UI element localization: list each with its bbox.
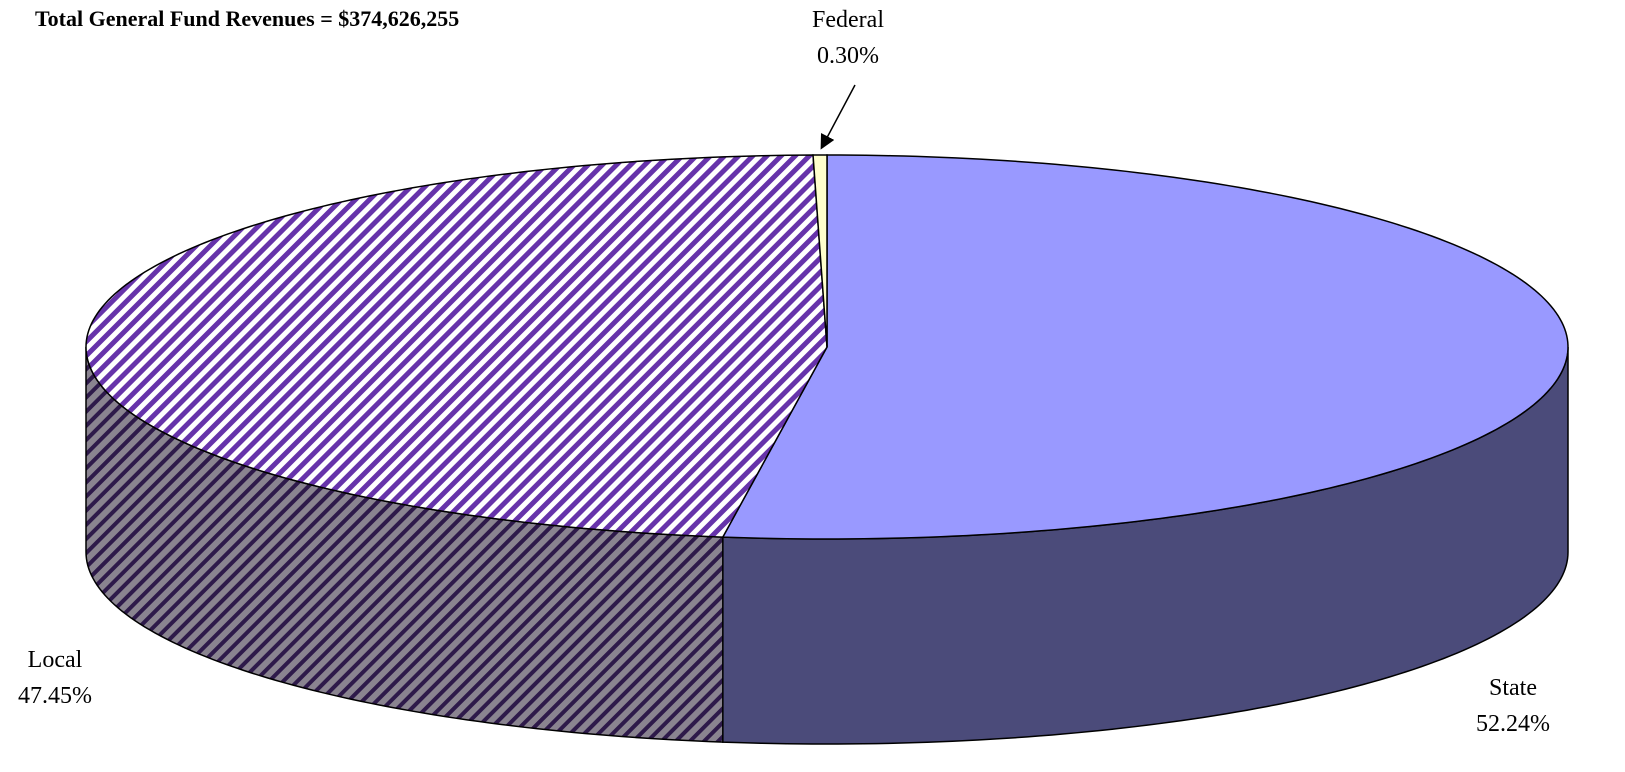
pie-slice [721,154,1569,540]
slice-value-label: 52.24% [1476,711,1550,737]
pie-slice [85,154,828,538]
slice-value-label: 0.30% [817,43,879,69]
pie-tops [85,154,1569,540]
chart-title: Total General Fund Revenues = $374,626,2… [35,6,459,31]
slice-label: Federal [812,7,884,33]
pie-labels: State 52.24% Local 47.45% Federal 0.30% [18,7,1550,737]
slice-label: State [1489,675,1537,701]
slice-value-label: 47.45% [18,683,92,709]
leader-line [820,84,856,150]
pie-slice [812,154,828,348]
slice-label: Local [28,647,83,673]
